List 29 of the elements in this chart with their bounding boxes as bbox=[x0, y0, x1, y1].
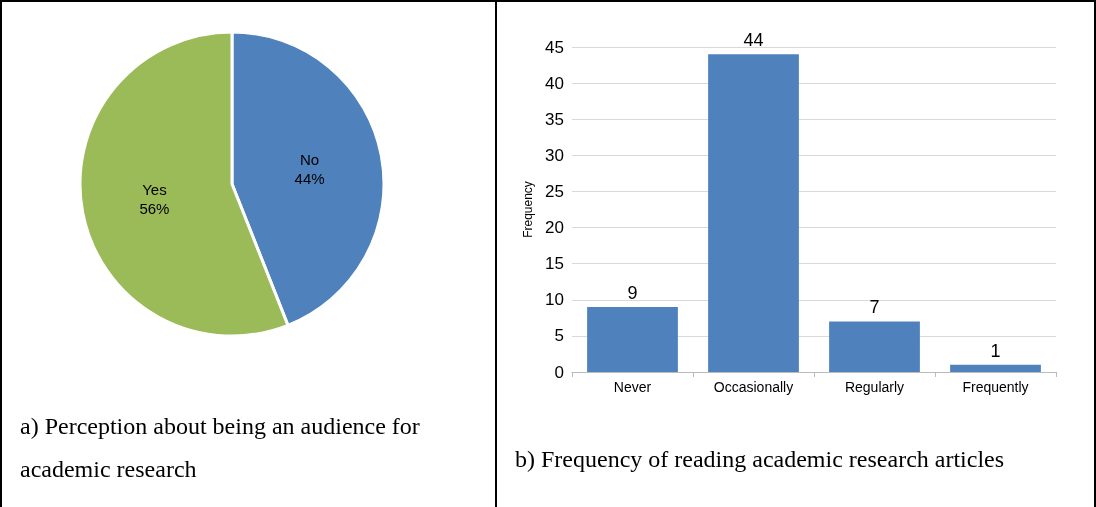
y-tick-label: 10 bbox=[545, 290, 564, 310]
data-label: 56% bbox=[139, 199, 170, 217]
data-label: 44% bbox=[294, 170, 325, 188]
data-label: 44 bbox=[743, 30, 764, 51]
y-tick-label: 20 bbox=[545, 218, 564, 238]
bar bbox=[950, 364, 1041, 372]
y-axis-title: Frequency bbox=[521, 181, 536, 238]
y-tick-label: 0 bbox=[554, 362, 564, 382]
x-tick-label: Never bbox=[613, 379, 652, 395]
bar bbox=[829, 321, 920, 372]
x-tick-label: Frequently bbox=[962, 379, 1029, 395]
x-tick-label: Occasionally bbox=[713, 379, 794, 395]
x-tick-label: Regularly bbox=[844, 379, 905, 395]
bar bbox=[708, 54, 799, 372]
slice-label: No bbox=[300, 151, 320, 169]
text: a) Perception about being an audience for academic research bbox=[20, 412, 421, 484]
text: b) Frequency of reading academic research articles bbox=[515, 445, 1006, 474]
y-tick-label: 15 bbox=[545, 254, 564, 274]
y-tick-label: 25 bbox=[545, 181, 564, 201]
data-label: 9 bbox=[627, 283, 638, 303]
y-tick-label: 5 bbox=[554, 326, 564, 346]
y-tick-label: 40 bbox=[545, 73, 564, 93]
bar bbox=[587, 307, 678, 372]
y-tick-label: 35 bbox=[545, 109, 564, 129]
y-tick-label: 45 bbox=[545, 37, 564, 57]
data-label: 7 bbox=[869, 297, 880, 318]
slice-label: Yes bbox=[142, 180, 167, 198]
y-tick-label: 30 bbox=[545, 145, 564, 165]
data-label: 1 bbox=[990, 340, 1001, 361]
